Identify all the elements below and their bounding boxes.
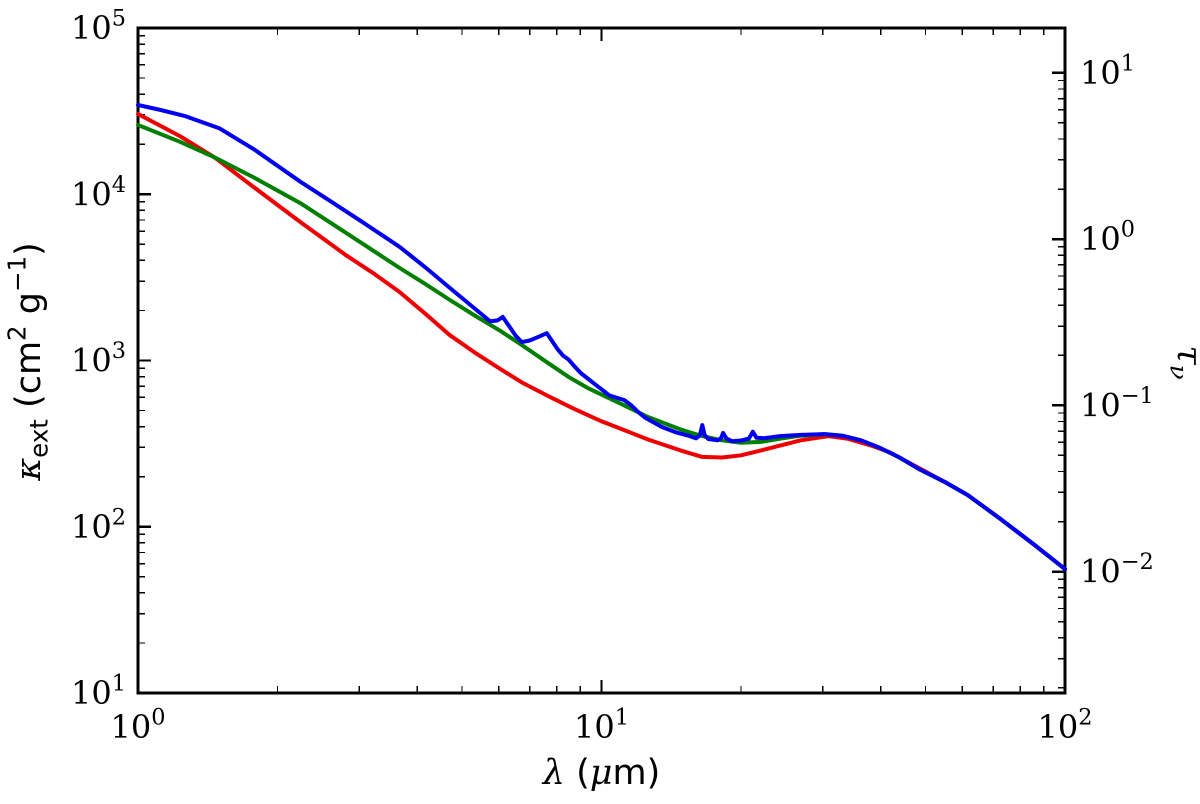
- y-axis-label-left-text: κext (cm2 g−1): [2, 242, 53, 482]
- y-tick-labels-right: 101 100 10−1 10−2: [1080, 50, 1154, 590]
- y-right-tick-label: 10−2: [1080, 549, 1154, 590]
- y-left-tick-label: 102: [71, 504, 126, 545]
- y-left-tick-label: 104: [71, 172, 126, 213]
- y-axis-label-left: κext (cm2 g−1): [2, 242, 53, 482]
- x-axis-label-text: λ (μm): [541, 753, 661, 793]
- y-left-tick-label: 105: [71, 6, 126, 47]
- axis-ticks: [136, 26, 1067, 695]
- y-right-tick-label: 100: [1080, 217, 1135, 258]
- series-green-curve: [136, 123, 1067, 572]
- y-right-tick-label: 101: [1080, 50, 1135, 91]
- series-red-curve: [136, 112, 1067, 572]
- plot-frame: [136, 26, 1067, 695]
- y-axis-label-right-text: τν: [1164, 345, 1200, 379]
- y-left-tick-label: 101: [71, 671, 126, 712]
- y-right-tick-label: 10−1: [1080, 383, 1154, 424]
- x-axis-label: λ (μm): [541, 753, 661, 793]
- series-blue-curve: [136, 103, 1067, 572]
- series-group: [136, 103, 1067, 572]
- y-tick-labels-left: 105 104 103 102 101: [71, 6, 126, 712]
- y-left-tick-label: 103: [71, 338, 126, 379]
- plot-border: [136, 26, 1067, 695]
- x-tick-label: 101: [574, 705, 629, 746]
- x-tick-label: 100: [111, 705, 166, 746]
- x-tick-labels: 100 101 102: [111, 705, 1093, 746]
- y-axis-label-right: τν: [1164, 345, 1200, 379]
- x-tick-label: 102: [1038, 705, 1093, 746]
